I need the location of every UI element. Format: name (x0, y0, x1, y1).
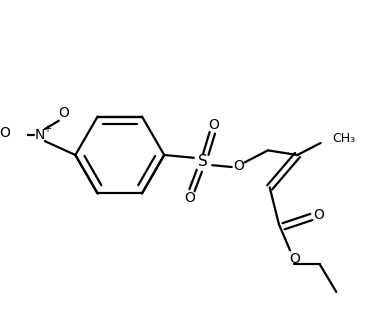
Text: +: + (43, 124, 51, 134)
Text: O: O (0, 126, 11, 140)
Text: O: O (58, 106, 69, 120)
Text: O: O (209, 118, 220, 132)
Text: O: O (289, 252, 300, 266)
Text: O: O (184, 191, 195, 205)
Text: N: N (35, 128, 45, 142)
Text: O: O (313, 208, 324, 222)
Text: O: O (233, 159, 244, 173)
Text: S: S (198, 154, 208, 169)
Text: CH₃: CH₃ (333, 132, 356, 145)
